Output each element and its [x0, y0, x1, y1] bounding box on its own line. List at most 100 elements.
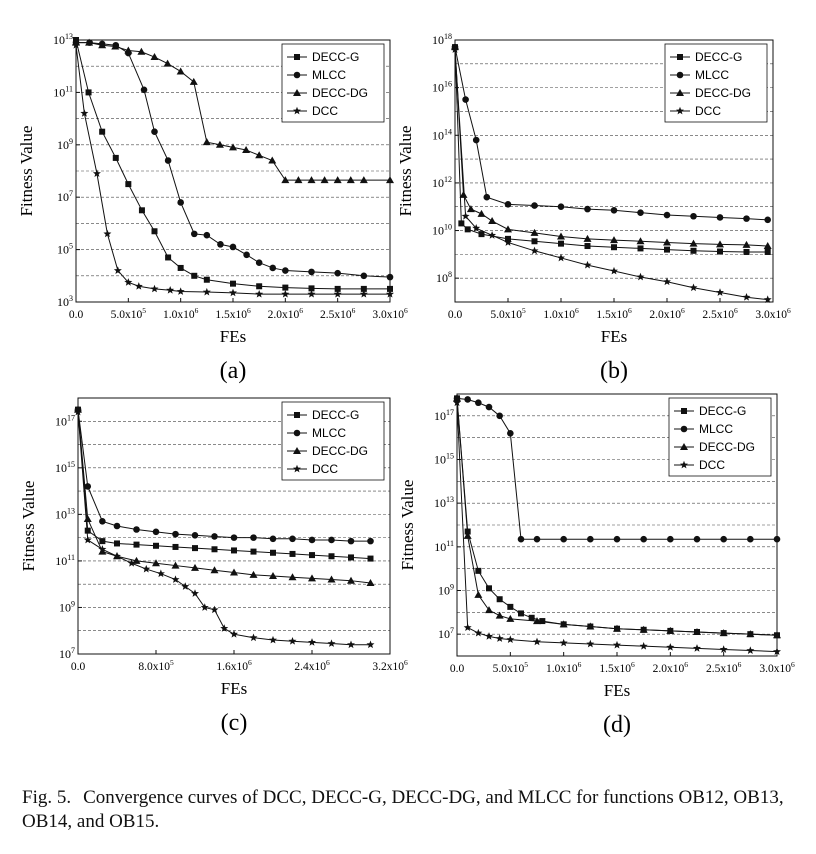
y-tick-label: 1012 — [432, 175, 452, 190]
data-point-decc-dg — [557, 232, 565, 240]
x-axis-label: FEs — [604, 681, 630, 700]
x-axis-label: FEs — [221, 679, 247, 698]
data-point-decc-dg — [281, 176, 290, 184]
x-tick-label: 5.0x105 — [490, 306, 526, 321]
data-point-decc-g — [151, 228, 158, 235]
legend-marker-decc-dg — [676, 89, 684, 96]
data-point-decc-g — [328, 553, 335, 560]
data-point-dcc — [229, 288, 237, 297]
y-axis-label: Fitness Value — [398, 480, 417, 571]
data-point-mlcc — [693, 535, 701, 543]
y-tick-label: 1014 — [432, 127, 452, 142]
panel-label: (c) — [221, 710, 248, 736]
data-point-decc-g — [584, 243, 591, 250]
x-axis-label: FEs — [220, 327, 246, 346]
data-point-decc-dg — [255, 151, 264, 159]
data-point-mlcc — [217, 241, 224, 248]
data-point-decc-g — [486, 585, 492, 592]
legend-label-decc-g: DECC-G — [312, 408, 359, 422]
legend-marker-decc-g — [294, 54, 300, 60]
data-point-decc-g — [191, 272, 198, 279]
data-point-decc-dg — [346, 176, 355, 184]
data-point-mlcc — [190, 230, 198, 238]
data-point-dcc — [557, 253, 565, 262]
x-tick-label: 1.6x106 — [216, 658, 252, 673]
data-point-decc-dg — [559, 620, 568, 628]
data-point-mlcc — [637, 209, 644, 216]
data-point-dcc — [773, 647, 781, 656]
data-point-mlcc — [152, 528, 160, 536]
x-tick-label: 2.5x106 — [706, 660, 742, 675]
data-point-mlcc — [177, 199, 184, 206]
y-tick-label: 109 — [438, 583, 454, 598]
legend-label-decc-g: DECC-G — [312, 50, 359, 64]
y-tick-label: 107 — [57, 189, 73, 204]
data-point-decc-g — [743, 248, 750, 255]
data-point-decc-g — [165, 254, 172, 261]
data-point-dcc — [583, 260, 592, 269]
chart-panel-d: 107 109 1011 1013 1015 1017 0.0 5.0x105 1.0x106 1… — [398, 393, 795, 738]
legend-marker-decc-dg — [293, 89, 301, 96]
data-point-mlcc — [250, 534, 257, 541]
data-point-decc-dg — [459, 190, 468, 198]
data-point-dcc — [485, 632, 493, 640]
data-point-dcc — [327, 639, 336, 647]
data-point-mlcc — [584, 205, 591, 213]
data-point-mlcc — [151, 128, 158, 135]
legend-label-decc-dg: DECC-DG — [699, 440, 755, 454]
data-point-decc-g — [360, 285, 367, 292]
data-point-decc-g — [99, 538, 106, 545]
x-tick-label: 3.0x106 — [755, 306, 791, 321]
data-point-decc-dg — [268, 156, 277, 164]
series-line-dcc — [456, 402, 778, 653]
data-point-decc-dg — [530, 228, 539, 236]
data-point-decc-dg — [85, 38, 94, 46]
legend-marker-dcc — [680, 460, 688, 469]
data-point-decc-g — [611, 244, 617, 251]
data-point-decc-g — [256, 283, 263, 290]
series-dcc — [74, 407, 375, 649]
data-point-decc-g — [114, 540, 120, 547]
data-point-decc-dg — [307, 176, 316, 184]
data-point-dcc — [506, 635, 515, 644]
data-point-mlcc — [587, 535, 594, 543]
data-point-dcc — [666, 643, 675, 651]
data-point-mlcc — [483, 193, 491, 201]
legend-label-decc-dg: DECC-DG — [695, 86, 751, 100]
x-tick-label: 0.0 — [69, 309, 84, 321]
x-tick-label: 2.0x106 — [649, 306, 685, 321]
legend-marker-decc-g — [681, 408, 687, 414]
data-point-dcc — [719, 645, 728, 653]
data-point-decc-g — [133, 541, 140, 548]
data-point-dcc — [530, 246, 539, 255]
data-point-decc-dg — [386, 176, 394, 184]
data-point-decc-dg — [366, 579, 375, 587]
legend-marker-mlcc — [676, 71, 684, 79]
data-point-decc-g — [99, 128, 106, 135]
data-point-mlcc — [485, 403, 493, 411]
data-point-mlcc — [667, 535, 674, 543]
data-point-dcc — [636, 272, 645, 281]
data-point-decc-g — [270, 549, 276, 556]
data-point-decc-dg — [463, 531, 472, 539]
legend-marker-decc-dg — [293, 447, 301, 454]
data-point-decc-dg — [663, 238, 671, 246]
data-point-decc-dg — [610, 236, 618, 244]
data-point-decc-g — [528, 614, 535, 621]
y-tick-label: 108 — [436, 270, 452, 285]
data-point-mlcc — [282, 267, 289, 274]
data-point-dcc — [74, 407, 82, 416]
data-point-dcc — [763, 295, 772, 304]
data-point-mlcc — [475, 399, 482, 407]
x-tick-label: 3.2x106 — [372, 658, 408, 673]
data-point-dcc — [202, 287, 211, 296]
data-point-mlcc — [113, 522, 121, 530]
data-point-dcc — [127, 559, 136, 567]
data-point-decc-g — [177, 264, 184, 271]
legend: DECC-G MLCC DECC-DG DCC — [668, 397, 772, 477]
figure-caption: Fig. 5. Convergence curves of DCC, DECC-G… — [22, 786, 802, 834]
data-point-dcc — [142, 564, 151, 573]
x-tick-label: 8.0x105 — [138, 658, 174, 673]
legend: DECC-G MLCC DECC-DG DCC — [281, 401, 385, 481]
legend-marker-dcc — [293, 106, 301, 115]
